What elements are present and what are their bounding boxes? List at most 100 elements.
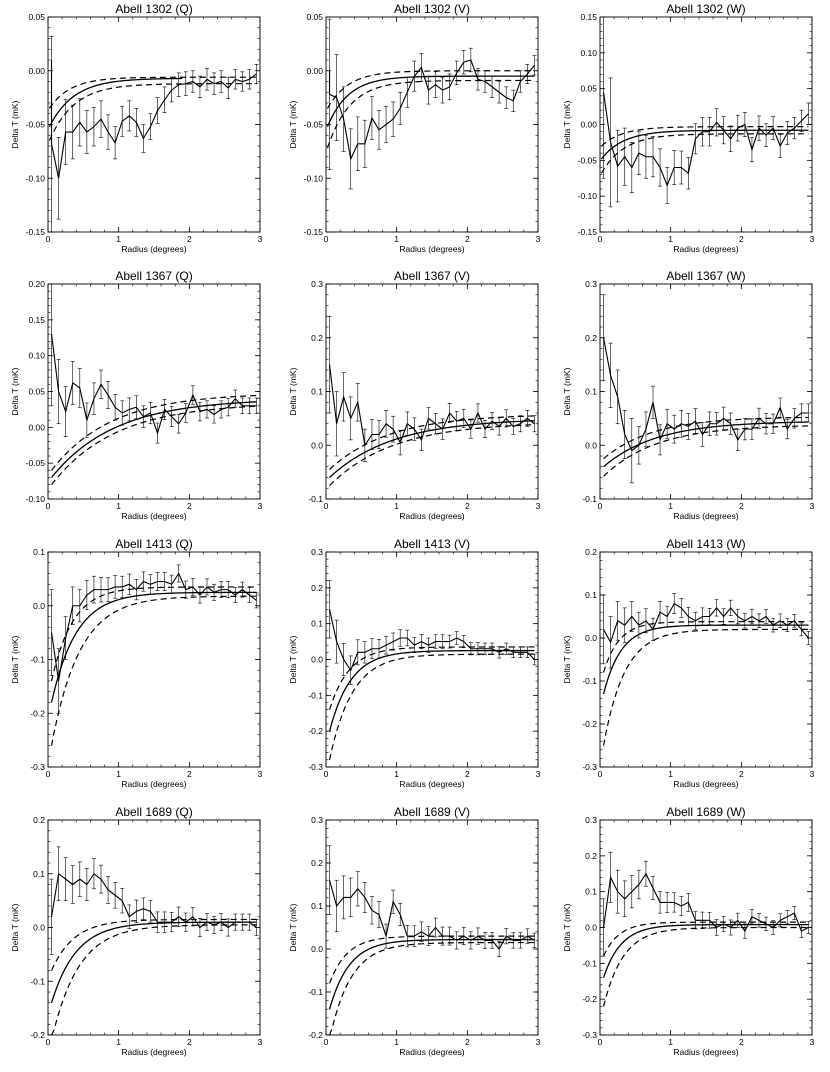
model-bound-dashed bbox=[328, 941, 535, 1036]
x-tick-label: 2 bbox=[465, 769, 470, 779]
y-tick-label: -0.2 bbox=[30, 708, 45, 718]
y-tick-label: -0.2 bbox=[30, 1030, 45, 1040]
x-axis-label: Radius (degrees) bbox=[399, 779, 464, 789]
y-tick-label: -0.3 bbox=[582, 1030, 597, 1040]
x-tick-label: 3 bbox=[810, 501, 815, 511]
x-tick-label: 3 bbox=[258, 501, 263, 511]
y-tick-label: 0.10 bbox=[580, 48, 597, 58]
model-bound-dashed bbox=[329, 424, 535, 486]
model-bound-dashed bbox=[48, 76, 257, 109]
panel-title: Abell 1367 (Q) bbox=[115, 269, 192, 283]
x-tick-label: 2 bbox=[739, 769, 744, 779]
model-curve bbox=[50, 921, 257, 1003]
y-tick-label: -0.1 bbox=[308, 690, 323, 700]
x-tick-label: 1 bbox=[116, 234, 121, 244]
model-bound-dashed bbox=[50, 918, 257, 971]
y-tick-label: 0.0 bbox=[585, 440, 597, 450]
panel-11: Abell 1689 (W) 0 1 2 3 -0.3 -0.2 -0.1 0.0 0.1 0.2 0… bbox=[562, 805, 815, 1057]
panel-5: Abell 1367 (W) 0 1 2 3 -0.1 0.0 0.1 0.2 0.3 Radius… bbox=[562, 269, 815, 521]
model-curve bbox=[600, 129, 809, 160]
y-tick-label: 0.15 bbox=[580, 12, 597, 22]
x-tick-label: 0 bbox=[598, 501, 603, 511]
y-tick-label: 0.00 bbox=[306, 66, 323, 76]
panel-6: Abell 1413 (Q) 0 1 2 3 -0.3 -0.2 -0.1 0.0 0.1 Radi… bbox=[10, 537, 263, 789]
model-curve bbox=[328, 649, 535, 732]
y-tick-label: 0.15 bbox=[28, 315, 45, 325]
panel-2: Abell 1302 (W) 0 1 2 3 -0.15 -0.10 -0.05 0.00 0.0… bbox=[562, 2, 815, 254]
model-curve bbox=[328, 938, 535, 1010]
y-tick-label: -0.15 bbox=[26, 227, 46, 237]
model-bound-dashed bbox=[328, 653, 535, 760]
panel-title: Abell 1413 (W) bbox=[666, 537, 745, 551]
x-tick-label: 1 bbox=[668, 234, 673, 244]
y-axis-label: Delta T (mK) bbox=[288, 903, 298, 951]
x-axis-label: Radius (degrees) bbox=[673, 511, 738, 521]
y-tick-label: 0.0 bbox=[585, 923, 597, 933]
x-axis-label: Radius (degrees) bbox=[399, 1047, 464, 1057]
model-curve bbox=[48, 77, 183, 127]
y-axis-label: Delta T (mK) bbox=[562, 635, 572, 683]
x-tick-label: 2 bbox=[187, 1037, 192, 1047]
model-curve bbox=[50, 591, 257, 703]
x-tick-label: 0 bbox=[598, 234, 603, 244]
plot-frame bbox=[599, 551, 813, 768]
x-tick-label: 2 bbox=[739, 501, 744, 511]
x-tick-label: 2 bbox=[739, 1037, 744, 1047]
y-tick-label: 0.10 bbox=[28, 351, 45, 361]
model-bound-dashed bbox=[51, 394, 257, 471]
x-tick-label: 2 bbox=[465, 501, 470, 511]
y-tick-label: 0.2 bbox=[311, 333, 323, 343]
y-tick-label: -0.1 bbox=[30, 976, 45, 986]
y-tick-label: 0.3 bbox=[585, 815, 597, 825]
x-axis-label: Radius (degrees) bbox=[673, 779, 738, 789]
y-tick-label: -0.2 bbox=[308, 1030, 323, 1040]
panel-4: Abell 1367 (V) 0 1 2 3 -0.1 0.0 0.1 0.2 0.3 Radius… bbox=[288, 269, 541, 521]
x-tick-label: 2 bbox=[187, 769, 192, 779]
y-tick-label: -0.10 bbox=[26, 173, 46, 183]
data-series-line bbox=[50, 572, 257, 682]
y-tick-label: 0.3 bbox=[311, 815, 323, 825]
model-bound-dashed bbox=[50, 586, 257, 682]
y-tick-label: 0.2 bbox=[585, 851, 597, 861]
y-tick-label: 0.1 bbox=[33, 869, 45, 879]
y-tick-label: -0.05 bbox=[26, 120, 46, 130]
plot-frame bbox=[325, 819, 539, 1036]
y-axis-label: Delta T (mK) bbox=[288, 100, 298, 148]
x-axis-label: Radius (degrees) bbox=[673, 244, 738, 254]
y-tick-label: 0.0 bbox=[311, 440, 323, 450]
y-axis-label: Delta T (mK) bbox=[288, 367, 298, 415]
x-tick-label: 0 bbox=[324, 501, 329, 511]
y-tick-label: -0.3 bbox=[582, 762, 597, 772]
y-tick-label: 0.05 bbox=[580, 84, 597, 94]
x-tick-label: 3 bbox=[536, 769, 541, 779]
y-tick-label: -0.15 bbox=[304, 227, 324, 237]
y-tick-label: -0.10 bbox=[26, 494, 46, 504]
x-tick-label: 3 bbox=[536, 234, 541, 244]
panel-title: Abell 1413 (V) bbox=[394, 537, 470, 551]
y-tick-label: 0.0 bbox=[311, 655, 323, 665]
data-series-line bbox=[50, 60, 257, 179]
y-tick-label: 0.0 bbox=[33, 923, 45, 933]
data-series-line bbox=[602, 337, 809, 452]
y-axis-label: Delta T (mK) bbox=[10, 635, 20, 683]
y-tick-label: 0.1 bbox=[33, 547, 45, 557]
panel-8: Abell 1413 (W) 0 1 2 3 -0.3 -0.2 -0.1 0.0 0.1 0.2 R… bbox=[562, 537, 815, 789]
panel-7: Abell 1413 (V) 0 1 2 3 -0.3 -0.2 -0.1 0.0 0.1 0.2 0… bbox=[288, 537, 541, 789]
x-tick-label: 0 bbox=[46, 501, 51, 511]
x-tick-label: 3 bbox=[258, 234, 263, 244]
data-series-line bbox=[328, 59, 535, 161]
x-tick-label: 2 bbox=[187, 234, 192, 244]
data-series-line bbox=[603, 602, 809, 644]
y-tick-label: -0.2 bbox=[308, 726, 323, 736]
model-bound-dashed bbox=[602, 921, 809, 957]
x-tick-label: 0 bbox=[598, 1037, 603, 1047]
x-tick-label: 3 bbox=[810, 234, 815, 244]
x-tick-label: 3 bbox=[536, 1037, 541, 1047]
panel-title: Abell 1302 (Q) bbox=[115, 2, 192, 16]
y-tick-label: -0.1 bbox=[582, 958, 597, 968]
data-series-line bbox=[50, 334, 257, 435]
y-tick-label: -0.05 bbox=[26, 458, 46, 468]
y-tick-label: -0.10 bbox=[304, 173, 324, 183]
model-curve bbox=[329, 420, 535, 478]
x-axis-label: Radius (degrees) bbox=[121, 244, 186, 254]
